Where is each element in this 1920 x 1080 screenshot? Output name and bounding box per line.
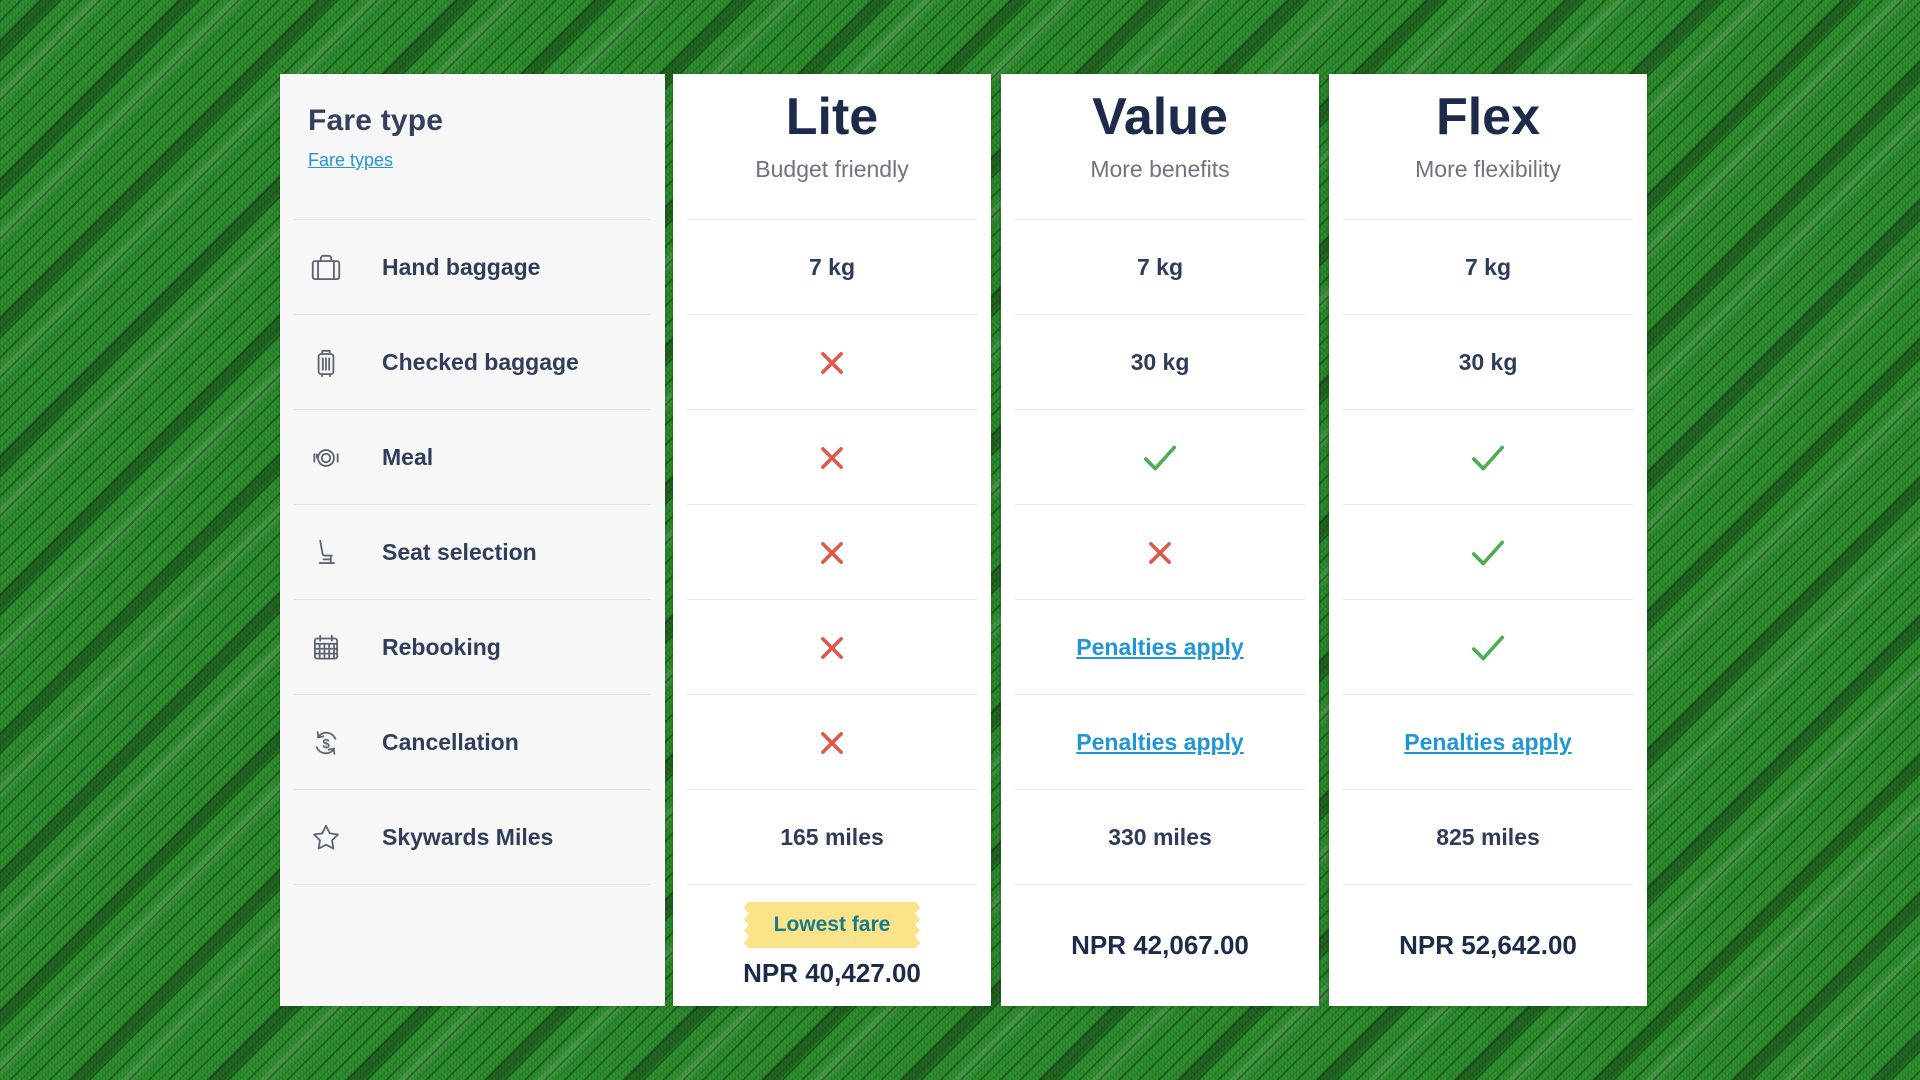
fare-cell: [1329, 410, 1647, 505]
fare-cell: 330 miles: [1001, 790, 1319, 885]
fare-cell: [1001, 505, 1319, 600]
fare-cell: [673, 315, 991, 410]
features-footer-spacer: [280, 885, 665, 1006]
fare-price-row: NPR 52,642.00: [1329, 885, 1647, 1006]
fare-comparison-table: Fare type Fare types Hand baggage Checked…: [280, 74, 1647, 1006]
fare-cell: 7 kg: [673, 220, 991, 315]
fare-tagline: More benefits: [1090, 155, 1230, 182]
cross-icon: [817, 348, 847, 378]
fare-name: Flex: [1435, 88, 1541, 146]
fare-cell-value: 7 kg: [1136, 254, 1184, 280]
fare-column-header-lite: Lite Budget friendly: [673, 74, 991, 220]
fare-cell: 30 kg: [1329, 315, 1647, 410]
penalties-apply-link[interactable]: Penalties apply: [1076, 729, 1244, 755]
fare-cell: [673, 600, 991, 695]
cancellation-icon: $: [308, 725, 344, 761]
fare-price-row: NPR 42,067.00: [1001, 885, 1319, 1006]
fare-cell-value: 7 kg: [808, 254, 856, 280]
feature-row-rebooking: Rebooking: [280, 600, 665, 695]
fare-cell-value: 30 kg: [1130, 349, 1190, 375]
cross-icon: [817, 443, 847, 473]
fare-price-row: Lowest fare NPR 40,427.00: [673, 885, 991, 1006]
fare-tagline: More flexibility: [1415, 155, 1561, 182]
feature-row-cancellation: $ Cancellation: [280, 695, 665, 790]
feature-rows: Hand baggage Checked baggage Meal Seat sele…: [280, 220, 665, 885]
cross-icon: [817, 633, 847, 663]
fare-cell: [1329, 600, 1647, 695]
fare-cell-value: 7 kg: [1464, 254, 1512, 280]
fare-cell: 30 kg: [1001, 315, 1319, 410]
check-icon: [1469, 632, 1507, 664]
feature-row-seat-selection: Seat selection: [280, 505, 665, 600]
cross-icon: [1145, 538, 1175, 568]
fare-types-link[interactable]: Fare types: [308, 150, 394, 170]
fare-cell: 7 kg: [1001, 220, 1319, 315]
fare-column-header-flex: Flex More flexibility: [1329, 74, 1647, 220]
fare-cell-value: 825 miles: [1436, 824, 1540, 850]
fare-price: NPR 42,067.00: [1071, 930, 1249, 960]
fare-cell: 165 miles: [673, 790, 991, 885]
fare-cell: [1329, 505, 1647, 600]
fare-column-header-value: Value More benefits: [1001, 74, 1319, 220]
feature-row-checked-baggage: Checked baggage: [280, 315, 665, 410]
check-icon: [1469, 442, 1507, 474]
fare-column-lite: Lite Budget friendly 7 kg 165 miles Lowest f…: [673, 74, 991, 1006]
fare-cell: [673, 410, 991, 505]
fare-cell: Penalties apply: [1001, 695, 1319, 790]
fare-cell-value: 330 miles: [1108, 824, 1212, 850]
svg-text:$: $: [322, 735, 330, 750]
fare-cell: 825 miles: [1329, 790, 1647, 885]
penalties-apply-link[interactable]: Penalties apply: [1404, 729, 1572, 755]
penalties-apply-link[interactable]: Penalties apply: [1076, 634, 1244, 660]
fare-name: Lite: [785, 88, 879, 146]
feature-label: Seat selection: [382, 539, 537, 565]
seat-selection-icon: [308, 535, 344, 571]
feature-row-skywards-miles: Skywards Miles: [280, 790, 665, 885]
check-icon: [1469, 537, 1507, 569]
fare-column-value: Value More benefits 7 kg 30 kg Penalties app…: [1001, 74, 1319, 1006]
feature-label: Cancellation: [382, 729, 519, 755]
cross-icon: [817, 538, 847, 568]
fare-price: NPR 52,642.00: [1399, 930, 1577, 960]
feature-label: Skywards Miles: [382, 824, 554, 850]
lowest-fare-badge: Lowest fare: [743, 902, 921, 948]
fare-cell: 7 kg: [1329, 220, 1647, 315]
rebooking-icon: [308, 630, 344, 666]
checked-baggage-icon: [308, 345, 344, 381]
hand-baggage-icon: [308, 250, 344, 286]
fare-column-flex: Flex More flexibility 7 kg 30 kg Penalties a…: [1329, 74, 1647, 1006]
features-column: Fare type Fare types Hand baggage Checked…: [280, 74, 665, 1006]
fare-cell-value: 165 miles: [780, 824, 884, 850]
fare-price: NPR 40,427.00: [743, 958, 921, 988]
meal-icon: [308, 440, 344, 476]
fare-cell: [673, 505, 991, 600]
fare-cell: [673, 695, 991, 790]
feature-row-meal: Meal: [280, 410, 665, 505]
fare-cell: Penalties apply: [1329, 695, 1647, 790]
fare-tagline: Budget friendly: [755, 155, 909, 182]
fare-type-title: Fare type: [308, 104, 444, 137]
feature-label: Checked baggage: [382, 349, 579, 375]
fare-cell: [1001, 410, 1319, 505]
skywards-miles-icon: [308, 820, 344, 856]
feature-label: Hand baggage: [382, 254, 541, 280]
feature-label: Meal: [382, 444, 434, 470]
fare-cell-value: 30 kg: [1458, 349, 1518, 375]
check-icon: [1141, 442, 1179, 474]
feature-row-hand-baggage: Hand baggage: [280, 220, 665, 315]
cross-icon: [817, 728, 847, 758]
feature-label: Rebooking: [382, 634, 501, 660]
fare-name: Value: [1092, 88, 1228, 146]
features-header: Fare type Fare types: [280, 74, 665, 220]
fare-cell: Penalties apply: [1001, 600, 1319, 695]
